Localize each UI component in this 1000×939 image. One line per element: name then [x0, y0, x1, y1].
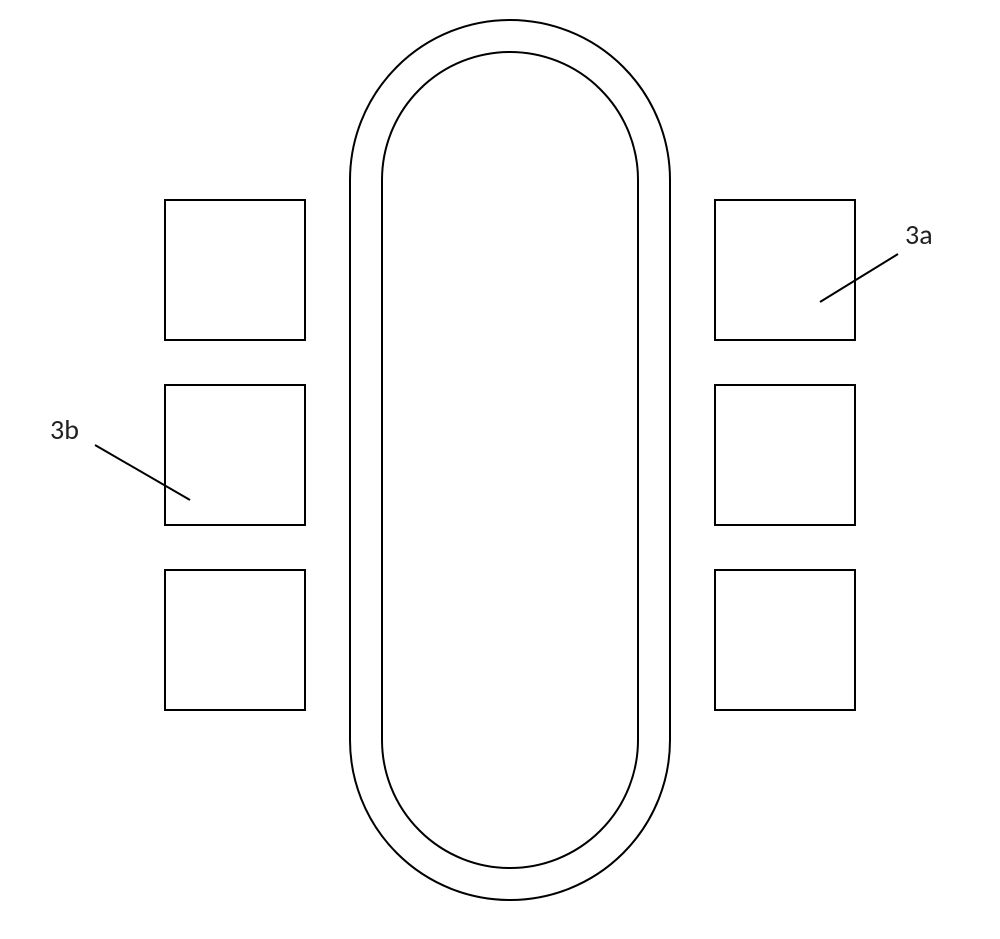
- square-left-3: [165, 570, 305, 710]
- callout-label-3a: 3a: [905, 217, 933, 252]
- square-left-1: [165, 200, 305, 340]
- leader-line-b: [95, 445, 190, 500]
- callout-text: 3b: [50, 412, 79, 447]
- callout-text: 3a: [905, 217, 933, 252]
- callout-label-3b: 3b: [50, 412, 79, 447]
- square-right-1: [715, 200, 855, 340]
- leader-line-a: [820, 254, 898, 302]
- track-inner: [382, 52, 638, 868]
- square-right-2: [715, 385, 855, 525]
- square-right-3: [715, 570, 855, 710]
- square-left-2: [165, 385, 305, 525]
- diagram-canvas: [0, 0, 1000, 939]
- track-outer: [350, 20, 670, 900]
